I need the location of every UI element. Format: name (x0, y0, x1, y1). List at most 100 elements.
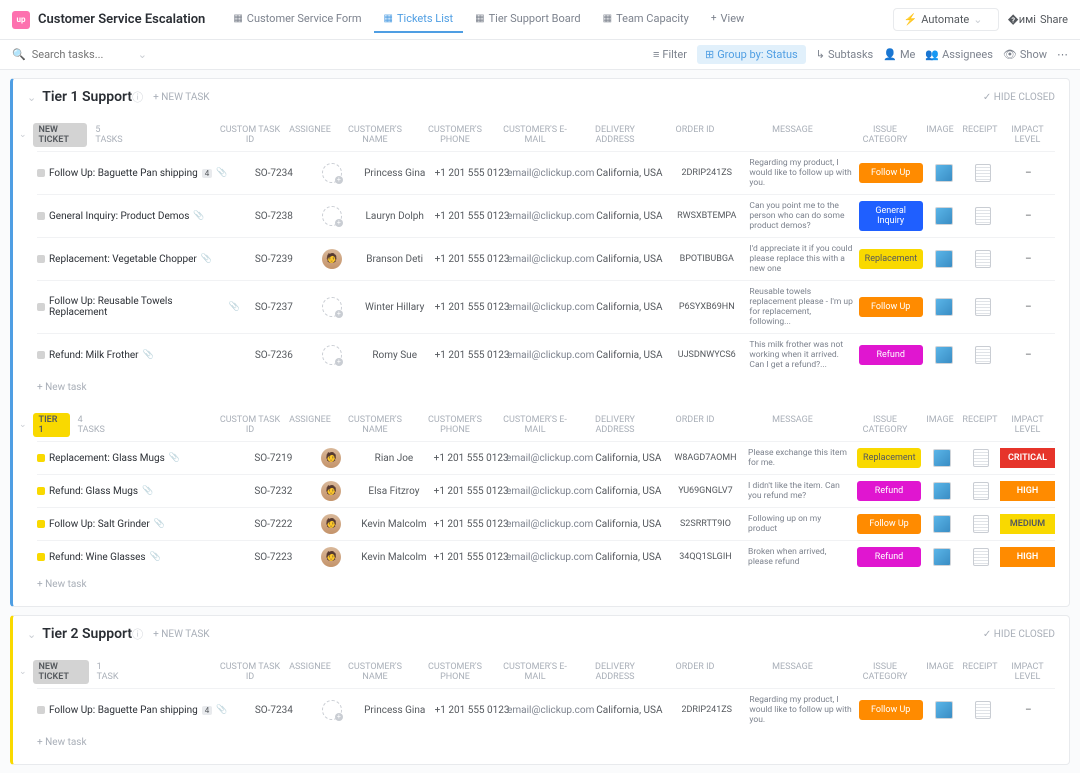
info-icon[interactable]: ⓘ (132, 626, 143, 642)
share-button[interactable]: �имі Share (1007, 13, 1068, 26)
more-button[interactable]: ⋯ (1057, 48, 1068, 61)
automate-button[interactable]: ⚡ Automate ⌄ (893, 8, 1000, 31)
avatar[interactable]: 🧑 (321, 547, 341, 567)
new-task-header-button[interactable]: + NEW TASK (153, 92, 209, 103)
column-header[interactable]: ORDER ID (655, 662, 735, 682)
image-thumbnail[interactable] (933, 548, 951, 566)
category-badge[interactable]: Refund (857, 547, 921, 567)
me-button[interactable]: 👤Me (883, 48, 915, 61)
column-header[interactable]: CUSTOMER'S E-MAIL (495, 662, 575, 682)
column-header[interactable]: DELIVERY ADDRESS (575, 662, 655, 682)
task-row[interactable]: Replacement: Glass Mugs📎SO-7219🧑Rian Joe… (37, 441, 1055, 474)
image-thumbnail[interactable] (933, 482, 951, 500)
assignees-button[interactable]: 👥Assignees (925, 48, 993, 61)
category-badge[interactable]: Replacement (857, 448, 921, 468)
column-header[interactable]: IMAGE (920, 662, 960, 682)
receipt-icon[interactable] (975, 346, 991, 364)
column-header[interactable]: ASSIGNEE (285, 415, 335, 435)
task-row[interactable]: Replacement: Vegetable Chopper📎SO-7239🧑B… (37, 237, 1055, 280)
category-badge[interactable]: Follow Up (857, 514, 921, 534)
impact-badge[interactable]: HIGH (1000, 481, 1055, 501)
group-by-button[interactable]: ⊞Group by: Status (697, 45, 806, 64)
chevron-down-icon[interactable]: ⌄ (19, 130, 27, 140)
avatar[interactable]: 🧑 (322, 249, 342, 269)
column-header[interactable]: IMPACT LEVEL (1000, 662, 1055, 682)
column-header[interactable]: CUSTOMER'S NAME (335, 415, 415, 435)
column-header[interactable]: CUSTOMER'S E-MAIL (495, 125, 575, 145)
image-thumbnail[interactable] (935, 346, 953, 364)
image-thumbnail[interactable] (933, 449, 951, 467)
assign-avatar-empty[interactable] (322, 297, 342, 317)
receipt-icon[interactable] (973, 449, 989, 467)
column-header[interactable]: CUSTOMER'S NAME (335, 125, 415, 145)
column-header[interactable]: IMAGE (920, 125, 960, 145)
chevron-down-icon[interactable]: ⌄ (27, 628, 36, 641)
column-header[interactable]: ISSUE CATEGORY (850, 125, 920, 145)
category-badge[interactable]: Follow Up (859, 297, 923, 317)
column-header[interactable]: CUSTOM TASK ID (215, 662, 285, 682)
view-tab[interactable]: ▦Tickets List (374, 6, 464, 33)
show-button[interactable]: 👁Show (1003, 48, 1047, 61)
image-thumbnail[interactable] (935, 164, 953, 182)
image-thumbnail[interactable] (935, 207, 953, 225)
subtasks-button[interactable]: ↳Subtasks (816, 48, 874, 61)
column-header[interactable]: CUSTOMER'S E-MAIL (495, 415, 575, 435)
image-thumbnail[interactable] (935, 701, 953, 719)
task-row[interactable]: Refund: Glass Mugs📎SO-7232🧑Elsa Fitzroy+… (37, 474, 1055, 507)
assign-avatar-empty[interactable] (322, 163, 342, 183)
status-pill[interactable]: NEW TICKET (33, 123, 88, 147)
column-header[interactable]: IMAGE (920, 415, 960, 435)
image-thumbnail[interactable] (935, 250, 953, 268)
column-header[interactable]: MESSAGE (735, 125, 850, 145)
task-row[interactable]: Refund: Wine Glasses📎SO-7223🧑Kevin Malco… (37, 540, 1055, 573)
column-header[interactable]: MESSAGE (735, 415, 850, 435)
receipt-icon[interactable] (973, 482, 989, 500)
column-header[interactable]: CUSTOMER'S PHONE (415, 662, 495, 682)
new-task-row-button[interactable]: + New task (37, 573, 1055, 596)
receipt-icon[interactable] (975, 164, 991, 182)
column-header[interactable]: ASSIGNEE (285, 662, 335, 682)
column-header[interactable]: DELIVERY ADDRESS (575, 125, 655, 145)
impact-badge[interactable]: CRITICAL (1000, 448, 1055, 468)
column-header[interactable]: DELIVERY ADDRESS (575, 415, 655, 435)
column-header[interactable]: CUSTOM TASK ID (215, 415, 285, 435)
new-task-row-button[interactable]: + New task (37, 376, 1055, 399)
category-badge[interactable]: Follow Up (859, 163, 923, 183)
impact-badge[interactable]: HIGH (1000, 547, 1055, 567)
task-row[interactable]: Follow Up: Baguette Pan shipping4📎SO-723… (37, 688, 1055, 731)
view-tab[interactable]: ▦Customer Service Form (223, 6, 371, 33)
column-header[interactable]: MESSAGE (735, 662, 850, 682)
task-row[interactable]: General Inquiry: Product Demos📎SO-7238La… (37, 194, 1055, 237)
chevron-down-icon[interactable]: ⌄ (19, 420, 27, 430)
column-header[interactable]: IMPACT LEVEL (1000, 415, 1055, 435)
image-thumbnail[interactable] (935, 298, 953, 316)
chevron-down-icon[interactable]: ⌄ (27, 91, 36, 104)
column-header[interactable]: CUSTOMER'S NAME (335, 662, 415, 682)
category-badge[interactable]: Refund (859, 345, 923, 365)
column-header[interactable]: CUSTOM TASK ID (215, 125, 285, 145)
chevron-down-icon[interactable]: ⌄ (138, 48, 147, 61)
column-header[interactable]: ASSIGNEE (285, 125, 335, 145)
category-badge[interactable]: Refund (857, 481, 921, 501)
view-tab[interactable]: ▦Team Capacity (593, 6, 699, 33)
image-thumbnail[interactable] (933, 515, 951, 533)
column-header[interactable]: RECEIPT (960, 125, 1000, 145)
new-task-header-button[interactable]: + NEW TASK (153, 629, 209, 640)
column-header[interactable]: ORDER ID (655, 125, 735, 145)
task-row[interactable]: Follow Up: Salt Grinder📎SO-7222🧑Kevin Ma… (37, 507, 1055, 540)
receipt-icon[interactable] (973, 515, 989, 533)
add-view-tab[interactable]: +View (701, 6, 754, 33)
column-header[interactable]: ORDER ID (655, 415, 735, 435)
avatar[interactable]: 🧑 (321, 514, 341, 534)
column-header[interactable]: RECEIPT (960, 662, 1000, 682)
hide-closed-button[interactable]: ✓ HIDE CLOSED (983, 92, 1055, 103)
category-badge[interactable]: Replacement (859, 249, 923, 269)
receipt-icon[interactable] (975, 207, 991, 225)
status-pill[interactable]: NEW TICKET (33, 660, 89, 684)
view-tab[interactable]: ▦Tier Support Board (465, 6, 590, 33)
assign-avatar-empty[interactable] (322, 700, 342, 720)
receipt-icon[interactable] (975, 298, 991, 316)
search-input[interactable] (32, 48, 132, 61)
receipt-icon[interactable] (973, 548, 989, 566)
receipt-icon[interactable] (975, 250, 991, 268)
